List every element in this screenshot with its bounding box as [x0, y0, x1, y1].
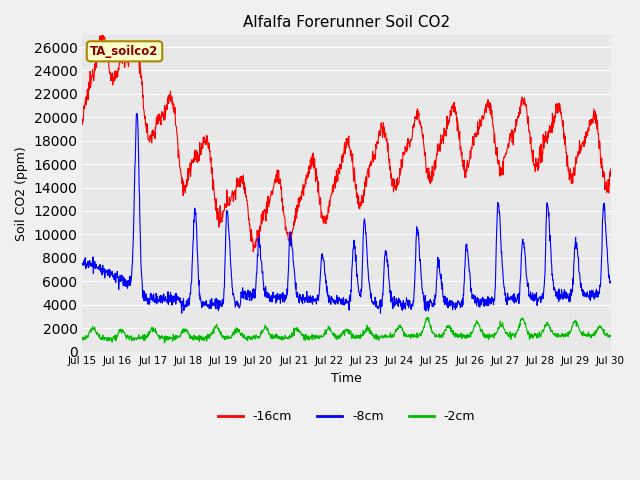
- Y-axis label: Soil CO2 (ppm): Soil CO2 (ppm): [15, 146, 28, 241]
- X-axis label: Time: Time: [331, 372, 362, 385]
- Legend: -16cm, -8cm, -2cm: -16cm, -8cm, -2cm: [212, 405, 480, 428]
- Text: TA_soilco2: TA_soilco2: [90, 45, 159, 58]
- Title: Alfalfa Forerunner Soil CO2: Alfalfa Forerunner Soil CO2: [243, 15, 450, 30]
